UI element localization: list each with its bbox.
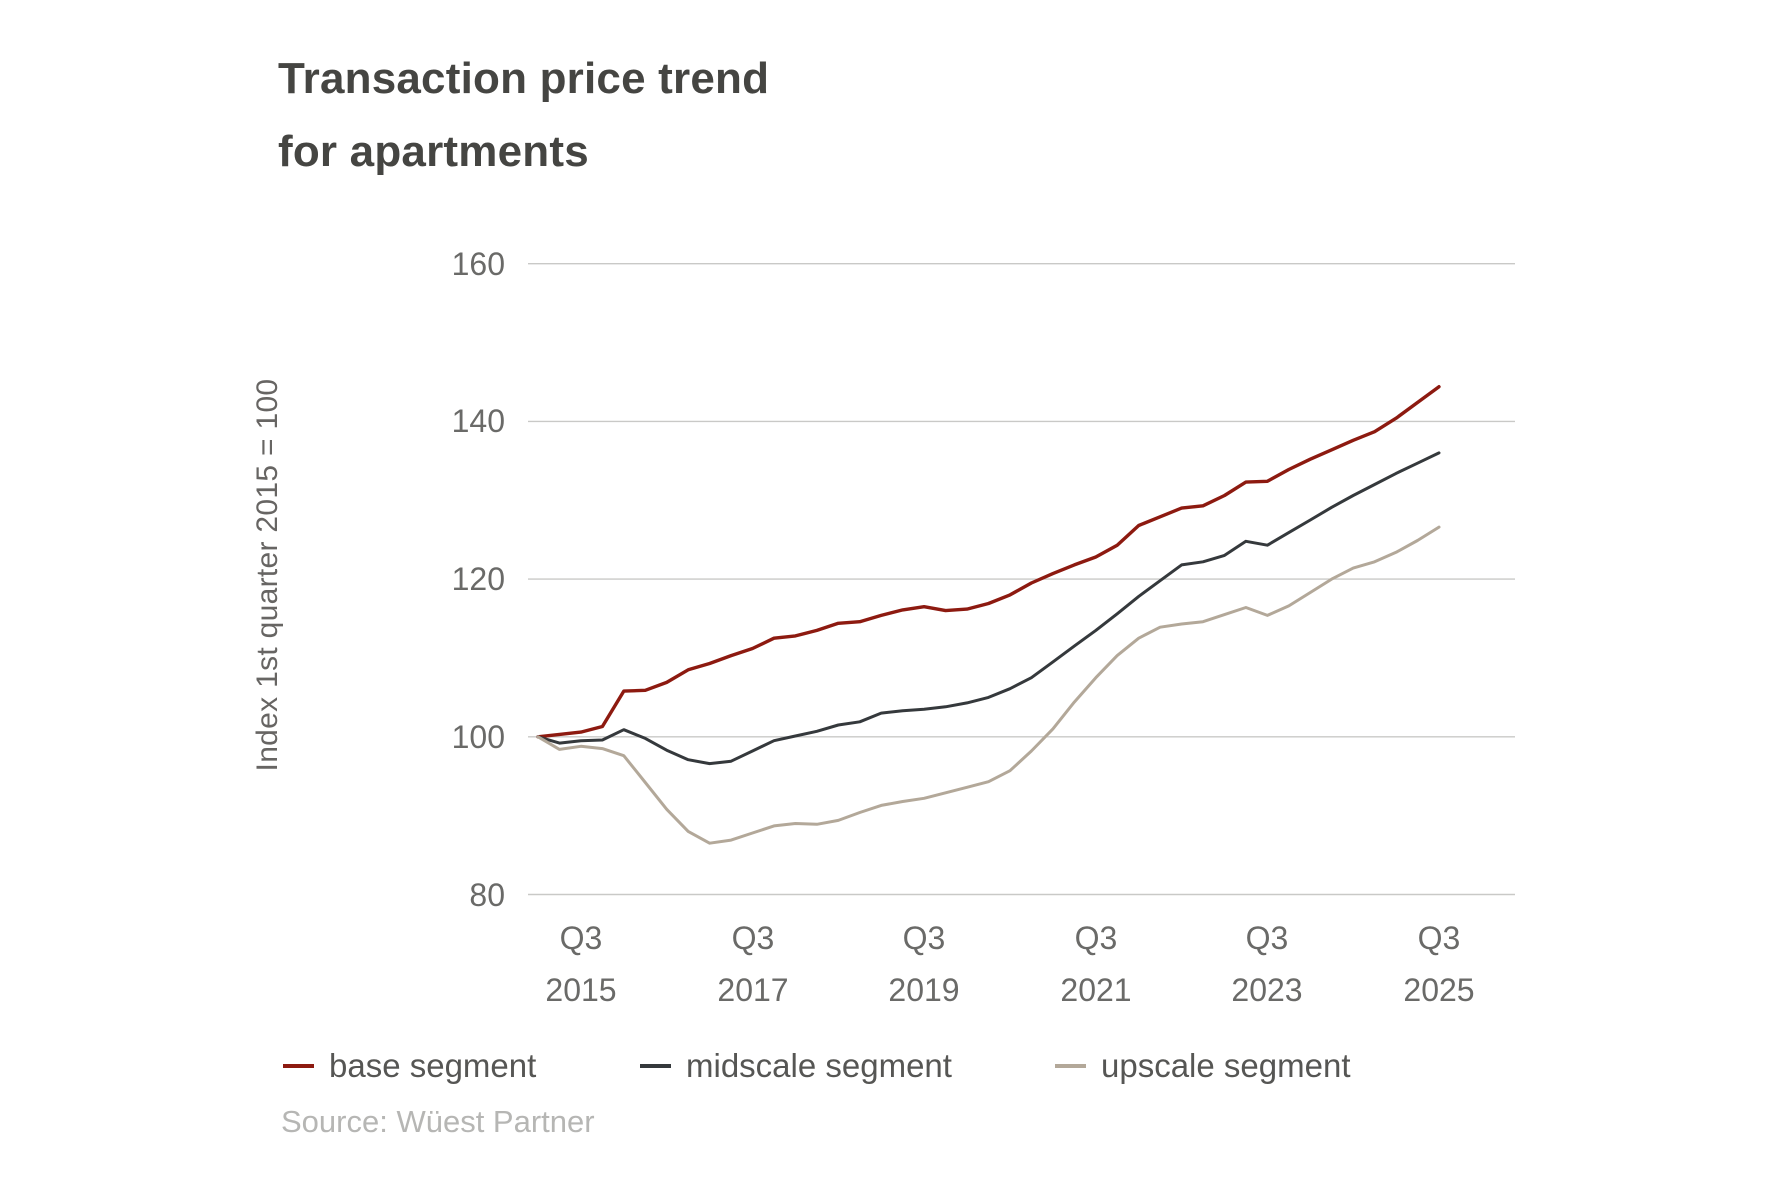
legend-item-base-segment: base segment bbox=[283, 1046, 536, 1086]
x-tick-label-q3-2023: Q3 2023 bbox=[1187, 912, 1347, 1016]
x-tick-year: 2015 bbox=[545, 972, 617, 1008]
chart-title-line1: Transaction price trend bbox=[278, 54, 770, 103]
chart-title: Transaction price trend for apartments bbox=[278, 42, 769, 188]
x-tick-quarter: Q3 bbox=[1245, 920, 1289, 956]
y-tick-label-80: 80 bbox=[469, 877, 505, 913]
x-tick-year: 2023 bbox=[1231, 972, 1303, 1008]
legend-dash-icon bbox=[640, 1064, 671, 1068]
series-line-base-segment bbox=[536, 385, 1441, 739]
x-tick-quarter: Q3 bbox=[731, 920, 775, 956]
x-tick-year: 2017 bbox=[717, 972, 789, 1008]
y-tick-label-140: 140 bbox=[451, 403, 505, 439]
legend-label: upscale segment bbox=[1101, 1047, 1351, 1084]
legend-dash-icon bbox=[1055, 1064, 1086, 1068]
x-tick-year: 2021 bbox=[1060, 972, 1132, 1008]
legend-label: midscale segment bbox=[686, 1047, 952, 1084]
x-tick-year: 2019 bbox=[888, 972, 960, 1008]
x-tick-quarter: Q3 bbox=[1074, 920, 1118, 956]
x-tick-quarter: Q3 bbox=[1417, 920, 1461, 956]
x-tick-label-q3-2025: Q3 2025 bbox=[1359, 912, 1519, 1016]
chart-title-line2: for apartments bbox=[278, 127, 589, 176]
x-tick-year: 2025 bbox=[1403, 972, 1475, 1008]
x-tick-label-q3-2017: Q3 2017 bbox=[673, 912, 833, 1016]
legend-item-upscale-segment: upscale segment bbox=[1055, 1046, 1350, 1086]
legend-item-midscale-segment: midscale segment bbox=[640, 1046, 952, 1086]
y-tick-label-100: 100 bbox=[451, 719, 505, 755]
legend-label: base segment bbox=[329, 1047, 537, 1084]
series-line-midscale-segment bbox=[536, 451, 1441, 766]
legend-dash-icon bbox=[283, 1064, 314, 1068]
source-note: Source: Wüest Partner bbox=[281, 1104, 595, 1139]
x-tick-label-q3-2021: Q3 2021 bbox=[1016, 912, 1176, 1016]
x-tick-label-q3-2015: Q3 2015 bbox=[501, 912, 661, 1016]
y-tick-label-120: 120 bbox=[451, 561, 505, 597]
y-tick-label-160: 160 bbox=[451, 246, 505, 282]
x-tick-quarter: Q3 bbox=[559, 920, 603, 956]
series-line-upscale-segment bbox=[536, 525, 1441, 845]
x-tick-quarter: Q3 bbox=[902, 920, 946, 956]
x-tick-label-q3-2019: Q3 2019 bbox=[844, 912, 1004, 1016]
